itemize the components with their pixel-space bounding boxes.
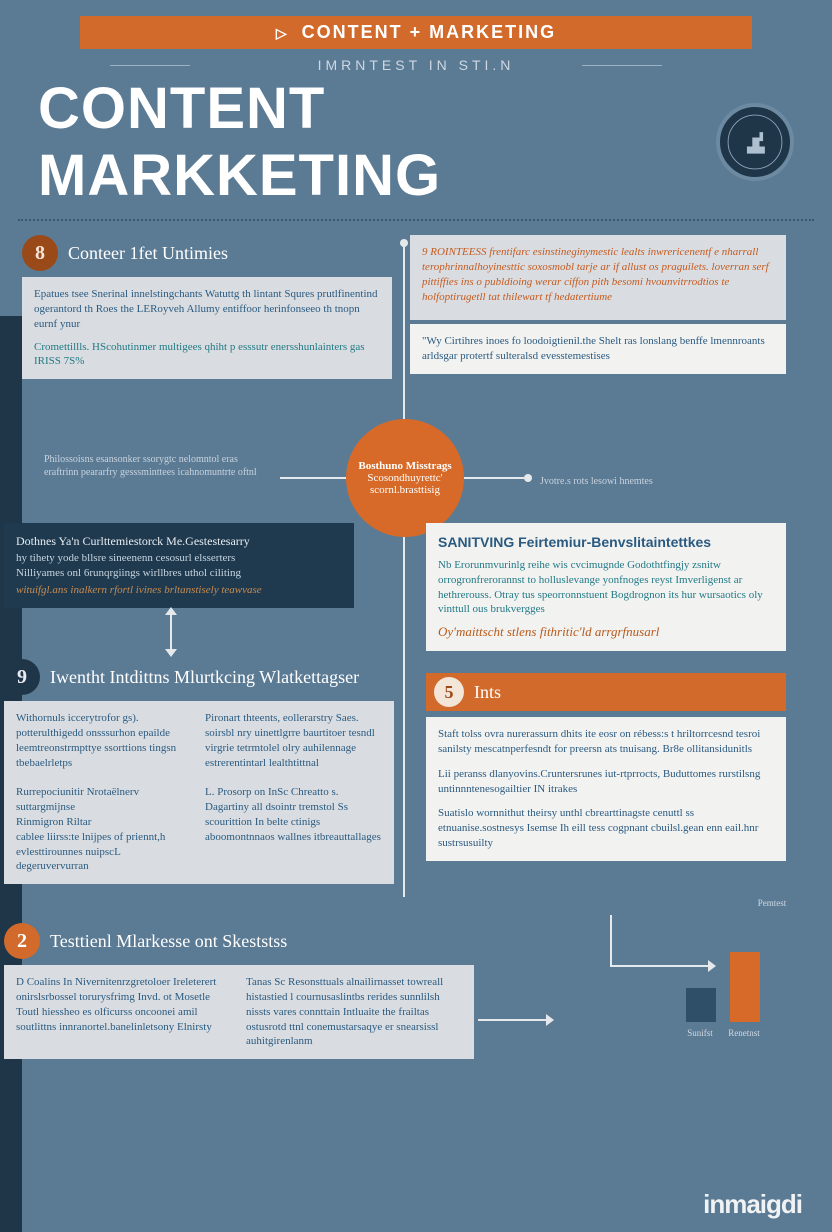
s5-b2: Lii peranss dlanyovins.Cruntersrunes iut… [438,767,774,797]
content-grid: 8 Conteer 1fet Untimies Epatues tsee Sne… [0,235,832,379]
arrow-down [165,649,177,657]
s2-col2: Tanas Sc Resonsttuals alnailirnasset tow… [246,975,462,1049]
circle-l2: Scosondhuyrettc' [367,472,442,484]
chart-top-label: Pemtest [752,898,792,908]
s8-body1: Epatues tsee Snerinal innelstingchants W… [34,287,380,332]
conn-db-s9 [170,611,172,651]
section-8-card: Epatues tsee Snerinal innelstingchants W… [22,277,392,379]
section-8-title: Conteer 1fet Untimies [68,243,228,264]
circle-l3: scornl.brasttisig [370,484,440,496]
dark-box: Dothnes Ya'n Curlttemiestorck Me.Gestest… [4,523,354,608]
dot-up [400,239,408,247]
conn-up [403,243,405,419]
section-8-head: 8 Conteer 1fet Untimies [22,235,392,271]
title-row: CONTENT MARKKETING [18,75,814,221]
bar-1 [686,988,716,1022]
page-title: CONTENT MARKKETING [38,75,700,209]
bar-1-label: Sunifst [680,1028,720,1038]
db-l3: Nilliyames onl 6runqrgiings wirllbres ut… [16,566,342,581]
mini-chart: Pemtest Sunifst Renetnst [676,912,786,1022]
top-banner: ▷ CONTENT + MARKETING [80,16,752,49]
mid-right-card: SANITVING Feirtemiur-Benvslitaintettkes … [426,523,786,651]
dot-right [524,474,532,482]
s9-col1: Withornuls iccerytrofor gs). potterulthi… [16,711,193,874]
section-5-title: Ints [474,682,501,703]
section-5-card: Staft tolss ovra nurerassurn dhits ite e… [426,717,786,861]
section-9-title: Iwentht Intdittns Mlurtkcing Wlatkettags… [50,667,359,688]
tr-orange: 9 ROINTEESS frentifarc esinstineginymest… [422,245,774,304]
s5-b1: Staft tolss ovra nurerassurn dhits ite e… [438,727,774,757]
db-l4: wituifgl.ans inalkern rfortl ivines brlt… [16,583,342,598]
circle-l1: Bosthuno Misstrags [358,460,451,472]
badge-5: 5 [434,677,464,707]
seal-badge [716,103,794,181]
section-2-title: Testtienl Mlarkesse ont Skeststss [50,931,287,952]
section-2-head: 2 Testtienl Mlarkesse ont Skeststss [4,923,474,959]
mr-orange: Oy'maittscht stlens fithritic'ld arrgrfn… [438,623,774,641]
top-right-quote: "Wy Cirtihres inoes fo loodoigtienil.the… [410,324,786,374]
arrow-icon: ▷ [276,25,289,41]
arrow-up [165,607,177,615]
section-9-card: Withornuls iccerytrofor gs). potterulthi… [4,701,394,884]
subhead: IMRNTEST IN STI.N [0,57,832,73]
center-circle: Bosthuno Misstrags Scosondhuyrettc' scor… [346,419,464,537]
conn-s2-r [478,1019,548,1021]
mr-body: Nb Erorunmvurinlg reihe wis cvcimugnde G… [438,558,774,617]
footer-logo: inmaigdi [703,1189,802,1220]
section-5-head: 5 Ints [426,673,786,711]
conn-right [464,477,524,479]
conn-s5-chart [610,915,612,965]
section-9-head: 9 Iwentht Intdittns Mlurtkcing Wlatketta… [4,659,394,695]
top-right-card: 9 ROINTEESS frentifarc esinstineginymest… [410,235,786,320]
mr-title: SANITVING Feirtemiur-Benvslitaintettkes [438,533,774,552]
s9-col2: Pironart thteents, eollerarstry Saes. so… [205,711,382,874]
float-left: Philossoisns esansonker ssorygtc nelomnt… [44,453,264,479]
bar-2 [730,952,760,1022]
s5-b3: Suatislo wornnithut theirsy unthl cbrear… [438,806,774,851]
float-right: Jvotre.s rots lesowi hnemtes [540,475,740,488]
badge-8: 8 [22,235,58,271]
arrow-s2 [546,1014,554,1026]
section-2-card: D Coalins In Nivernitenrzgretoloer Irele… [4,965,474,1059]
badge-2: 2 [4,923,40,959]
bar-2-label: Renetnst [724,1028,764,1038]
s8-body2: Cromettillls. HScohutinmer multigees qhi… [34,340,380,370]
badge-9: 9 [4,659,40,695]
db-l1: Dothnes Ya'n Curlttemiestorck Me.Gestest… [16,533,342,549]
db-l2: hy tihety yode bllsre sineenenn cesosurl… [16,551,342,566]
banner-text: CONTENT + MARKETING [302,22,557,42]
tr-blue: "Wy Cirtihres inoes fo loodoigtienil.the… [422,334,774,364]
conn-left [280,477,346,479]
s2-col1: D Coalins In Nivernitenrzgretoloer Irele… [16,975,232,1049]
conn-down [403,537,405,897]
